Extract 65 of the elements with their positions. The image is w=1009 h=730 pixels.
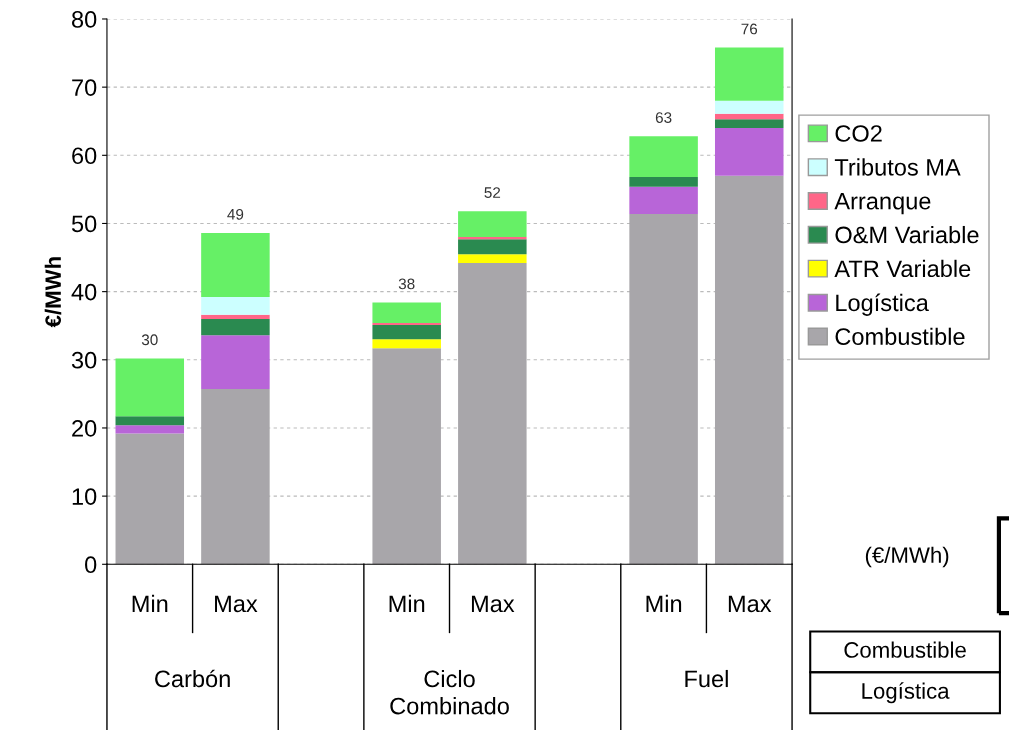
bar [201,318,270,336]
legend-label: O&M Variable [835,225,979,244]
text: Logística [862,682,950,704]
y-tick-label: 70 [72,79,97,96]
bar [372,339,441,349]
text: (€/MWh) [865,546,949,568]
bar [629,177,698,187]
bar [714,100,784,114]
y-tick-label: 40 [71,283,97,301]
bar [458,211,527,238]
bar [372,348,441,565]
x-tick-label: Min [389,594,425,612]
bar [458,237,527,240]
x-tick-label: Max [728,595,772,613]
x-tick-label: Max [471,595,515,613]
y-tick-label: 20 [72,420,97,437]
y-tick-label: 30 [71,351,97,369]
bar [458,239,527,255]
total-label: 52 [484,187,501,198]
bar [629,136,698,178]
total-label: 76 [741,23,758,35]
legend-label: Arranque [834,193,931,215]
text: Carbón [155,669,230,688]
total-label: 38 [398,278,415,290]
bar [201,233,270,298]
bar [201,314,270,319]
bar [458,263,527,565]
bar [714,119,784,129]
total-label: 49 [227,208,244,220]
bar [201,297,270,315]
y-tick-label: 80 [72,11,97,28]
x-tick-label: Min [646,594,682,612]
bar [629,186,698,214]
legend-label: Tributos MA [834,158,961,176]
bar [115,425,185,434]
bar [714,113,784,120]
bar [629,213,698,565]
bar [372,302,441,323]
x-tick-label: Max [215,595,258,613]
y-tick-label: 0 [85,556,97,574]
y-tick-label: 60 [72,147,97,165]
bar [115,358,185,417]
y-axis-title: €/MWh [44,257,62,328]
bar [372,322,441,326]
y-tick-label: 50 [71,215,97,233]
legend-label: Logística [836,293,929,316]
bar [115,416,185,426]
bar [714,47,784,101]
bar [201,335,270,390]
total-label: 63 [655,112,672,123]
bar [115,433,185,565]
bar [714,175,784,565]
bar [372,325,441,340]
text: Ciclo Combinado [390,669,509,715]
x-tick-label: Min [132,594,168,612]
text: Combustible [844,641,966,658]
legend-label: CO2 [835,125,882,142]
bar [714,128,784,176]
legend-label: Combustible [835,327,965,346]
bar [201,389,270,565]
legend-label: ATR Variable [834,259,971,278]
y-tick-label: 10 [72,488,97,505]
total-label: 30 [141,334,158,346]
text: Fuel [685,669,728,688]
bar [458,254,527,264]
